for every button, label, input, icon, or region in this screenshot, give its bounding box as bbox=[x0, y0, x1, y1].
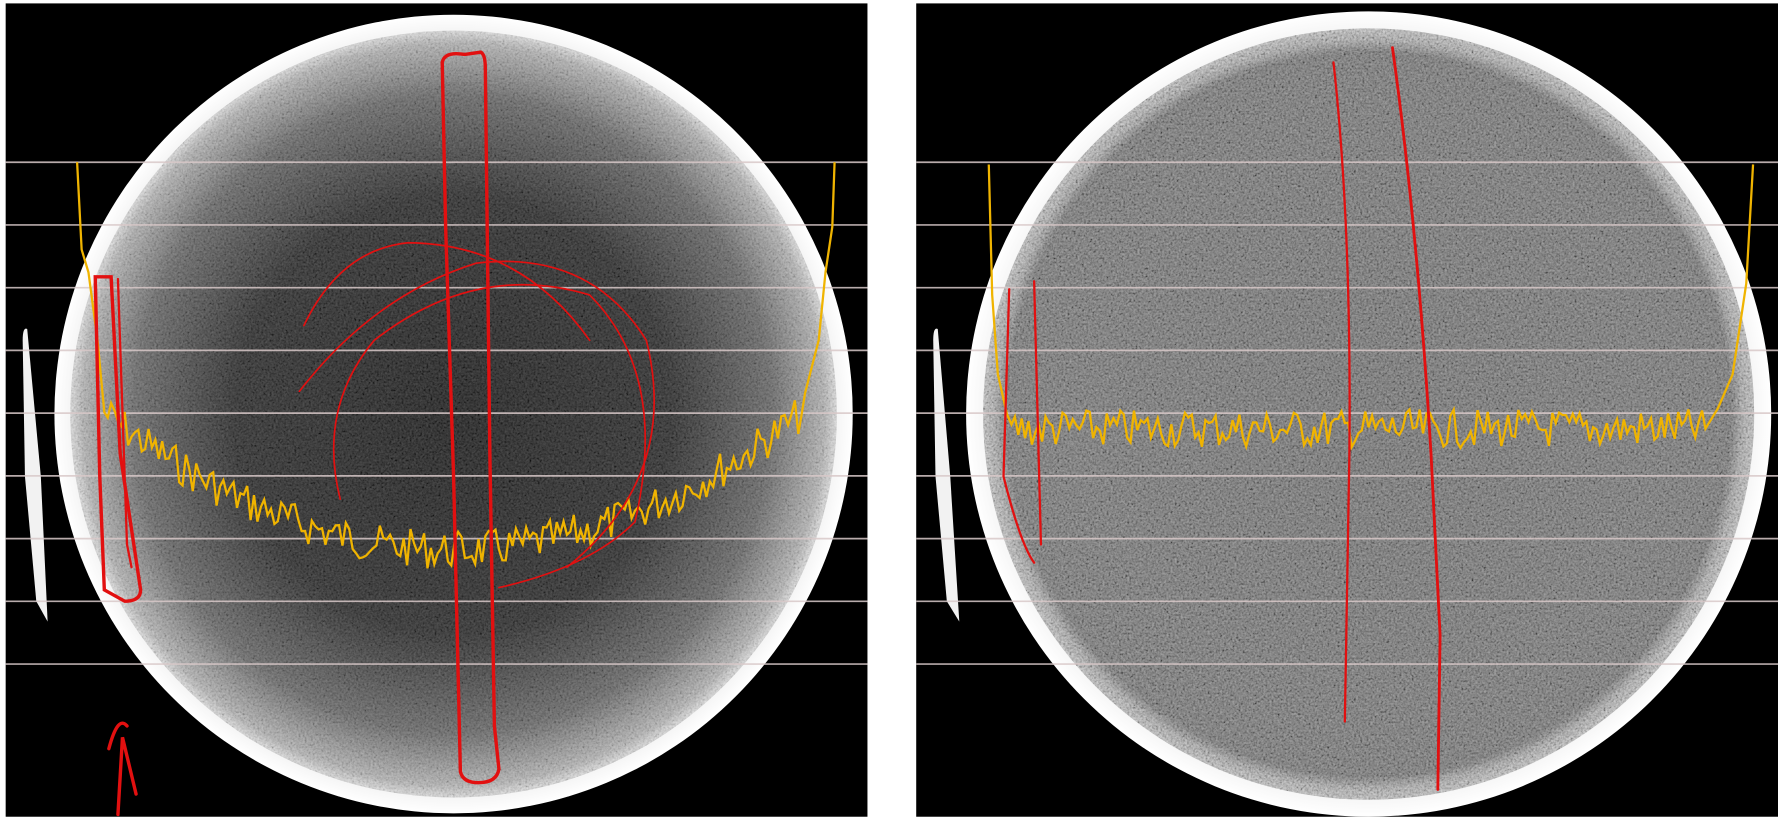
ct-comparison bbox=[0, 0, 1778, 819]
page: (() => { const data = JSON.parse(documen… bbox=[0, 0, 1778, 819]
